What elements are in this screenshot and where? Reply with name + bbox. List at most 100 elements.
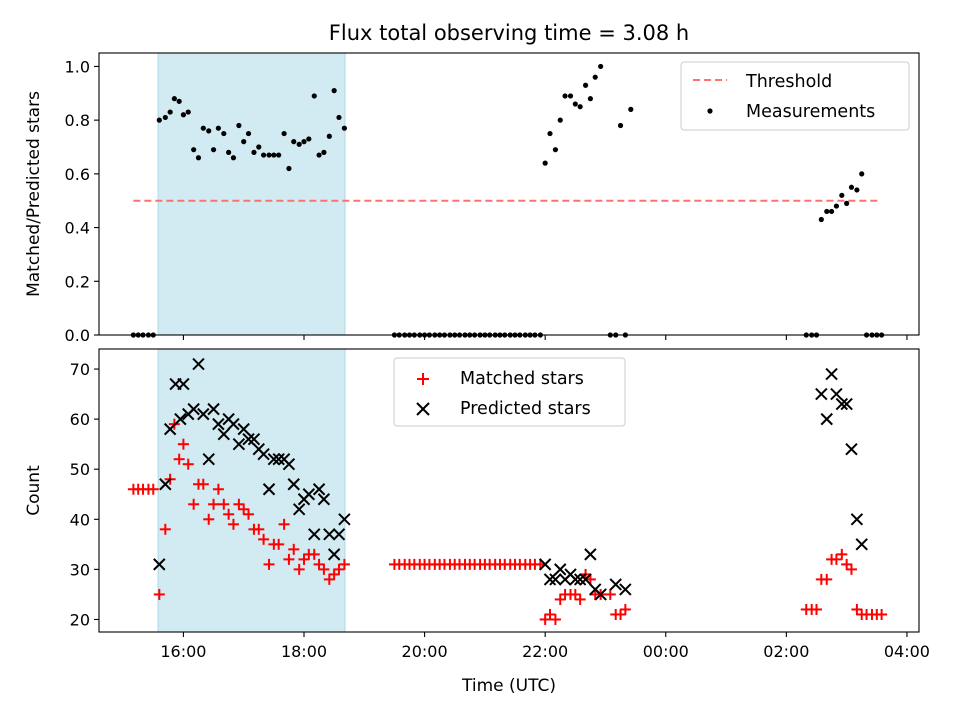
predicted-stars-point xyxy=(163,422,177,436)
measurement-point xyxy=(587,96,593,102)
measurement-point xyxy=(567,93,574,99)
x-tick-label: 18:00 xyxy=(281,642,327,661)
marker-stroke xyxy=(543,573,557,586)
measurement-point xyxy=(286,165,292,172)
predicted-stars-point xyxy=(569,573,582,586)
predicted-stars-point xyxy=(835,397,849,411)
x-tick-label: 02:00 xyxy=(763,642,809,661)
matched-stars-point xyxy=(841,558,853,570)
matched-stars-point xyxy=(238,503,250,515)
matched-stars-point xyxy=(147,483,159,495)
predicted-stars-legend-swatch xyxy=(416,402,430,416)
measurement-point xyxy=(296,141,302,147)
matched-stars-point xyxy=(328,568,340,580)
measurement-point xyxy=(557,117,563,123)
matched-stars-legend-swatch xyxy=(417,373,429,385)
measurement-point xyxy=(824,208,830,215)
matched-stars-point xyxy=(323,573,335,585)
measurement-point xyxy=(311,93,317,99)
predicted-stars-point xyxy=(327,548,341,561)
measurement-point xyxy=(251,149,257,155)
count-axes-frame xyxy=(98,348,920,633)
ratio-y-axis-label: Matched/Predicted stars xyxy=(24,91,44,297)
marker-stroke xyxy=(192,357,205,371)
marker-stroke xyxy=(573,573,587,586)
matched-stars-point xyxy=(293,563,305,575)
matched-stars-point xyxy=(218,498,230,510)
x-tick-label: 20:00 xyxy=(402,642,448,661)
marker-stroke xyxy=(855,538,868,551)
measurement-point xyxy=(582,82,589,88)
marker-stroke xyxy=(327,548,341,561)
marker-stroke xyxy=(177,377,190,391)
predicted-stars-point xyxy=(292,503,306,516)
marker-stroke xyxy=(840,397,853,411)
ratio-axes-frame xyxy=(98,52,920,336)
marker-stroke xyxy=(262,483,276,496)
predicted-stars-point xyxy=(308,528,321,541)
measurements-legend-label: Measurements xyxy=(746,102,875,122)
y-tick-label: 70 xyxy=(70,360,90,379)
marker-stroke xyxy=(187,402,200,416)
measurement-point xyxy=(167,109,173,115)
measurement-point xyxy=(562,93,568,99)
ratio-legend: Threshold Measurements xyxy=(680,61,910,131)
measurement-point xyxy=(191,147,197,153)
matched-stars-point xyxy=(233,498,245,510)
measurement-point xyxy=(628,106,634,112)
predicted-stars-point xyxy=(840,397,853,411)
measurement-point xyxy=(261,152,267,158)
predicted-stars-point xyxy=(609,578,622,591)
matched-stars-point xyxy=(223,508,235,520)
measurement-point xyxy=(276,152,282,158)
count-y-ticks: 20 30 40 50 60 70 xyxy=(70,360,99,629)
predicted-stars-point xyxy=(159,478,172,491)
measurement-point xyxy=(848,184,855,190)
predicted-stars-point xyxy=(187,402,200,416)
predicted-stars-point xyxy=(282,457,296,471)
predicted-stars-point xyxy=(332,528,346,541)
measurement-point xyxy=(281,130,287,137)
measurement-point xyxy=(176,98,182,104)
matched-stars-point xyxy=(539,613,551,625)
y-tick-label: 0.8 xyxy=(65,111,90,130)
y-tick-label: 0.0 xyxy=(65,326,90,345)
predicted-stars-point xyxy=(272,452,285,466)
measurement-point xyxy=(542,160,548,166)
matched-stars-point xyxy=(333,563,345,575)
predicted-stars-point xyxy=(549,573,562,586)
count-data-layer xyxy=(127,357,888,625)
y-tick-label: 50 xyxy=(70,460,90,479)
marker-stroke xyxy=(538,558,552,571)
threshold-legend-label: Threshold xyxy=(745,72,832,92)
matched-stars-point xyxy=(153,588,165,600)
y-tick-label: 1.0 xyxy=(65,57,90,76)
measurement-point xyxy=(859,171,865,177)
measurement-point xyxy=(592,74,598,80)
matched-stars-point xyxy=(836,548,848,560)
matched-stars-point xyxy=(182,458,194,470)
matched-stars-point xyxy=(243,508,255,520)
predicted-stars-point xyxy=(538,558,552,571)
marker-stroke xyxy=(242,432,255,446)
matched-stars-point xyxy=(258,533,270,545)
measurement-point xyxy=(547,130,553,137)
predicted-stars-point xyxy=(212,417,225,431)
matched-stars-point xyxy=(338,558,350,570)
marker-stroke xyxy=(282,457,296,471)
marker-stroke xyxy=(825,367,838,381)
predicted-stars-point xyxy=(584,548,597,561)
marker-stroke xyxy=(287,478,300,491)
predicted-stars-point xyxy=(554,563,567,576)
measurement-point xyxy=(291,139,297,145)
matched-stars-point xyxy=(604,588,616,600)
marker-stroke xyxy=(257,447,270,461)
marker-stroke xyxy=(584,548,597,561)
matched-stars-point xyxy=(308,548,320,560)
ratio-panel: 0.0 0.2 0.4 0.6 0.8 1.0 Matched/Predicted sta… xyxy=(24,52,920,345)
marker-stroke xyxy=(332,528,346,541)
predicted-stars-point xyxy=(242,432,255,446)
count-legend: Matched stars Predicted stars xyxy=(393,357,626,427)
matched-stars-point xyxy=(278,518,290,530)
matched-stars-point xyxy=(253,523,265,535)
